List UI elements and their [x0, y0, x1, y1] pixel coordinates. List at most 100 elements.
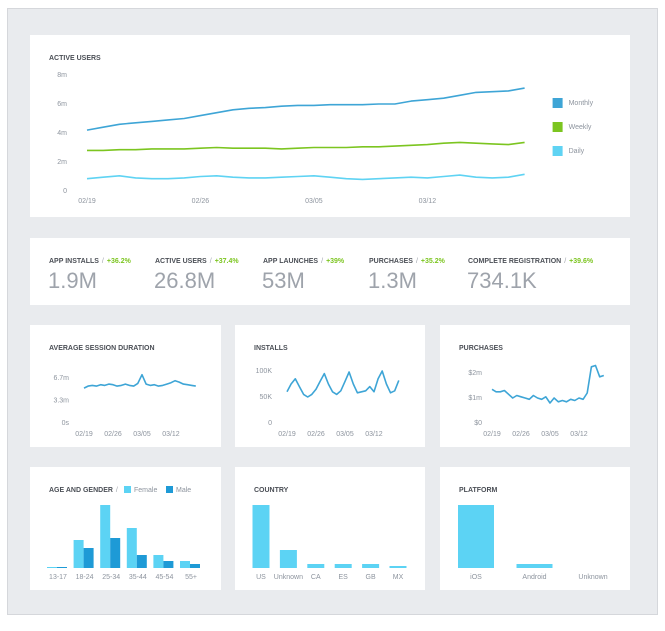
- separator: /: [416, 258, 418, 265]
- bar: [47, 567, 57, 568]
- metric-name: APP LAUNCHES: [263, 258, 318, 265]
- card: [30, 238, 630, 305]
- chart-title: ACTIVE USERS: [49, 55, 101, 62]
- chart-title: COUNTRY: [254, 487, 289, 494]
- card: [440, 325, 630, 447]
- metric-value: 1.3M: [368, 268, 417, 293]
- bar: [57, 567, 67, 568]
- bar: [163, 561, 174, 568]
- y-tick-label: 50K: [260, 394, 273, 401]
- metric-label: APP LAUNCHES / +39%: [263, 258, 345, 265]
- x-tick-label: US: [256, 574, 266, 581]
- x-tick-label: Android: [522, 574, 546, 581]
- bar: [153, 555, 164, 568]
- x-tick-label: 03/12: [570, 431, 588, 438]
- metric-name: COMPLETE REGISTRATION: [468, 258, 561, 265]
- x-tick-label: Unknown: [274, 574, 303, 581]
- legend-swatch: [166, 486, 173, 493]
- y-tick-label: 0: [268, 420, 272, 427]
- y-tick-label: 0: [63, 188, 67, 195]
- y-tick-label: 3.3m: [53, 398, 69, 405]
- legend-swatch: [552, 146, 563, 156]
- title-text: AGE AND GENDER: [49, 487, 113, 494]
- metric-label: ACTIVE USERS / +37.4%: [155, 258, 239, 265]
- metric-change: +39.6%: [569, 258, 594, 265]
- x-tick-label: 03/05: [541, 431, 559, 438]
- legend-swatch: [552, 122, 563, 132]
- separator: /: [210, 258, 212, 265]
- metric-change: +37.4%: [215, 258, 240, 265]
- metric-value: 53M: [262, 268, 305, 293]
- x-tick-label: 03/05: [133, 431, 151, 438]
- x-tick-label: 35-44: [129, 574, 147, 581]
- y-tick-label: 8m: [57, 72, 67, 79]
- y-tick-label: $0: [474, 420, 482, 427]
- y-tick-label: 6.7m: [53, 375, 69, 382]
- bar: [389, 566, 407, 568]
- y-tick-label: 4m: [57, 130, 67, 137]
- legend-label: Male: [176, 487, 191, 494]
- card: [30, 467, 221, 590]
- bar: [110, 538, 121, 568]
- legend-label: Weekly: [569, 124, 592, 131]
- chart-title: AVERAGE SESSION DURATION: [49, 345, 155, 352]
- bar: [136, 555, 147, 568]
- line: [87, 141, 525, 152]
- x-tick-label: 03/05: [336, 431, 354, 438]
- x-tick-label: 02/26: [512, 431, 530, 438]
- y-tick-label: $2m: [468, 370, 482, 377]
- metric-label: COMPLETE REGISTRATION / +39.6%: [468, 258, 594, 265]
- legend-label: Daily: [569, 148, 585, 155]
- x-tick-label: GB: [366, 574, 376, 581]
- bar: [100, 505, 111, 568]
- x-tick-label: 18-24: [76, 574, 94, 581]
- bar: [362, 564, 380, 568]
- metric-change: +35.2%: [421, 258, 446, 265]
- line: [83, 373, 196, 389]
- metric-value: 26.8M: [154, 268, 215, 293]
- metric-name: PURCHASES: [369, 258, 413, 265]
- bar: [252, 505, 270, 568]
- bar: [73, 540, 84, 568]
- metric-label: PURCHASES / +35.2%: [369, 258, 446, 265]
- metric-label: APP INSTALLS / +36.2%: [49, 258, 132, 265]
- x-tick-label: 55+: [185, 574, 197, 581]
- y-tick-label: 2m: [57, 159, 67, 166]
- bar: [458, 505, 494, 568]
- legend-label: Female: [134, 487, 157, 494]
- bar: [307, 564, 325, 568]
- x-tick-label: 03/05: [305, 198, 323, 205]
- metric-change: +36.2%: [107, 258, 132, 265]
- card: [30, 35, 630, 217]
- x-tick-label: MX: [393, 574, 404, 581]
- bar: [279, 550, 297, 568]
- line: [286, 370, 400, 398]
- x-tick-label: 02/26: [104, 431, 122, 438]
- y-tick-label: 0s: [62, 420, 70, 427]
- y-tick-label: 100K: [256, 368, 273, 375]
- y-tick-label: $1m: [468, 395, 482, 402]
- x-tick-label: 02/19: [278, 431, 296, 438]
- chart-title: INSTALLS: [254, 345, 288, 352]
- x-tick-label: 45-54: [155, 574, 173, 581]
- chart-title: PLATFORM: [459, 487, 498, 494]
- chart-title: AGE AND GENDER /: [49, 487, 118, 494]
- bar: [334, 564, 352, 568]
- line: [491, 364, 605, 404]
- x-tick-label: 02/26: [192, 198, 210, 205]
- x-tick-label: 02/26: [307, 431, 325, 438]
- separator: /: [102, 258, 104, 265]
- metric-name: APP INSTALLS: [49, 258, 99, 265]
- separator: /: [564, 258, 566, 265]
- metric-value: 1.9M: [48, 268, 97, 293]
- bar: [180, 561, 190, 568]
- bar: [126, 528, 137, 568]
- x-tick-label: CA: [311, 574, 321, 581]
- bar: [83, 548, 94, 568]
- metric-name: ACTIVE USERS: [155, 258, 207, 265]
- legend-swatch: [124, 486, 131, 493]
- x-tick-label: 02/19: [75, 431, 93, 438]
- x-tick-label: 13-17: [49, 574, 67, 581]
- x-tick-label: 02/19: [78, 198, 96, 205]
